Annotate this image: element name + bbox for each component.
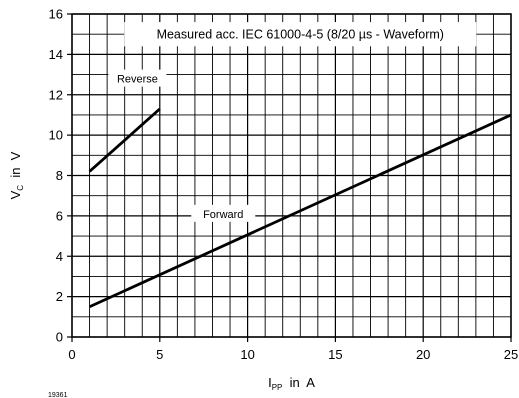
y-tick-labels: 0 2 4 6 8 10 12 14 16	[49, 7, 72, 345]
x-axis-label-main: I	[268, 375, 272, 390]
y-tick-label: 12	[49, 87, 63, 102]
series-line-reverse	[88, 107, 161, 173]
x-tick-label: 20	[416, 347, 430, 362]
y-tick-label: 14	[49, 47, 63, 62]
series-line-forward	[88, 113, 512, 308]
series-label-forward: Forward	[203, 209, 243, 221]
x-axis-label: IPP in A	[268, 375, 315, 392]
major-grid	[71, 13, 512, 338]
x-tick-label: 0	[68, 347, 75, 362]
y-tick-label: 8	[56, 168, 63, 183]
chart-title: Measured acc. IEC 61000-4-5 (8/20 µs - W…	[157, 28, 444, 42]
series-layer: Reverse Forward	[88, 69, 512, 308]
series-label-bg	[108, 69, 167, 87]
y-axis-label-rest: in V	[8, 151, 23, 185]
y-axis-label-main: V	[8, 190, 23, 199]
x-axis-label-rest: in A	[282, 375, 315, 390]
y-tick-label: 0	[56, 330, 63, 345]
series-label-bg	[191, 204, 256, 222]
title-background	[124, 22, 477, 47]
x-tick-label: 5	[156, 347, 163, 362]
x-tick-label: 15	[328, 347, 342, 362]
y-tick-label: 16	[49, 7, 63, 22]
y-axis-label: VC in V	[8, 151, 25, 199]
y-tick-label: 2	[56, 289, 63, 304]
y-axis-label-sub: C	[16, 185, 25, 191]
y-tick-label: 10	[49, 128, 63, 143]
x-tick-label: 25	[504, 347, 518, 362]
series-label-reverse: Reverse	[117, 74, 158, 86]
y-tick-label: 6	[56, 208, 63, 223]
x-tick-labels: 0 5 10 15 20 25	[68, 337, 518, 362]
x-tick-label: 10	[240, 347, 254, 362]
x-axis-label-sub: PP	[272, 383, 283, 392]
figure-id: 19361	[48, 392, 68, 398]
y-tick-label: 4	[56, 249, 63, 264]
